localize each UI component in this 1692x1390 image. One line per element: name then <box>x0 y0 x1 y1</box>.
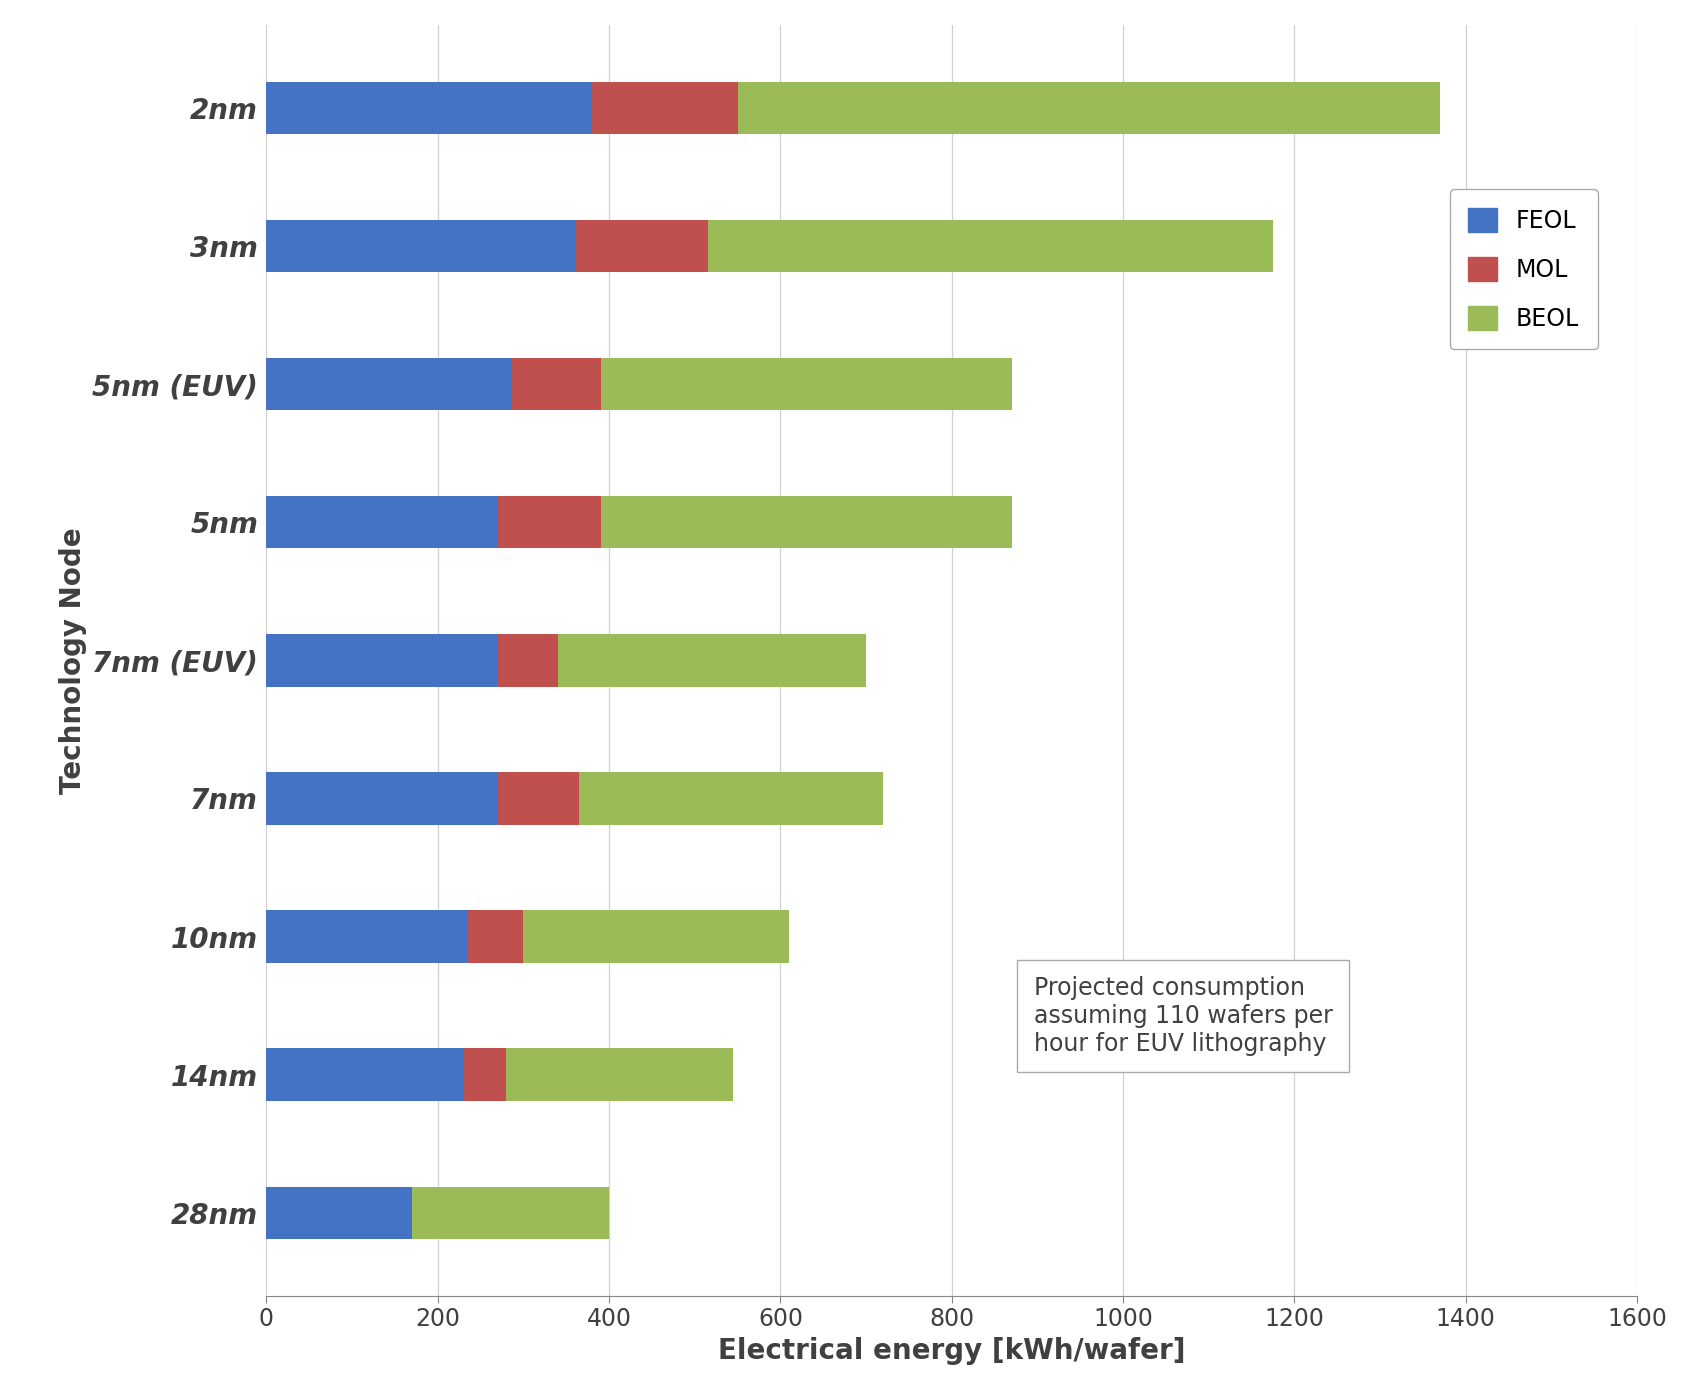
Bar <box>413 1187 609 1238</box>
Bar <box>579 773 883 824</box>
Text: Projected consumption
assuming 110 wafers per
hour for EUV lithography: Projected consumption assuming 110 wafer… <box>1034 976 1333 1056</box>
Bar <box>707 220 1272 272</box>
Bar <box>266 1048 464 1101</box>
Bar <box>575 220 707 272</box>
Bar <box>558 634 866 687</box>
Bar <box>497 773 579 824</box>
Bar <box>497 634 558 687</box>
Bar <box>266 496 497 549</box>
Bar <box>506 1048 733 1101</box>
X-axis label: Electrical energy [kWh/wafer]: Electrical energy [kWh/wafer] <box>717 1337 1186 1365</box>
Bar <box>266 1187 413 1238</box>
Bar <box>497 496 601 549</box>
Bar <box>511 357 601 410</box>
Bar <box>266 634 497 687</box>
Bar <box>266 357 511 410</box>
Bar <box>266 82 592 133</box>
Bar <box>467 910 523 963</box>
Bar <box>464 1048 506 1101</box>
Bar <box>523 910 788 963</box>
Bar <box>266 773 497 824</box>
Legend: FEOL, MOL, BEOL: FEOL, MOL, BEOL <box>1450 189 1597 349</box>
Bar <box>601 496 1012 549</box>
Y-axis label: Technology Node: Technology Node <box>59 527 86 794</box>
Bar <box>266 220 575 272</box>
Bar <box>592 82 738 133</box>
Bar <box>601 357 1012 410</box>
Bar <box>266 910 467 963</box>
Bar <box>738 82 1440 133</box>
